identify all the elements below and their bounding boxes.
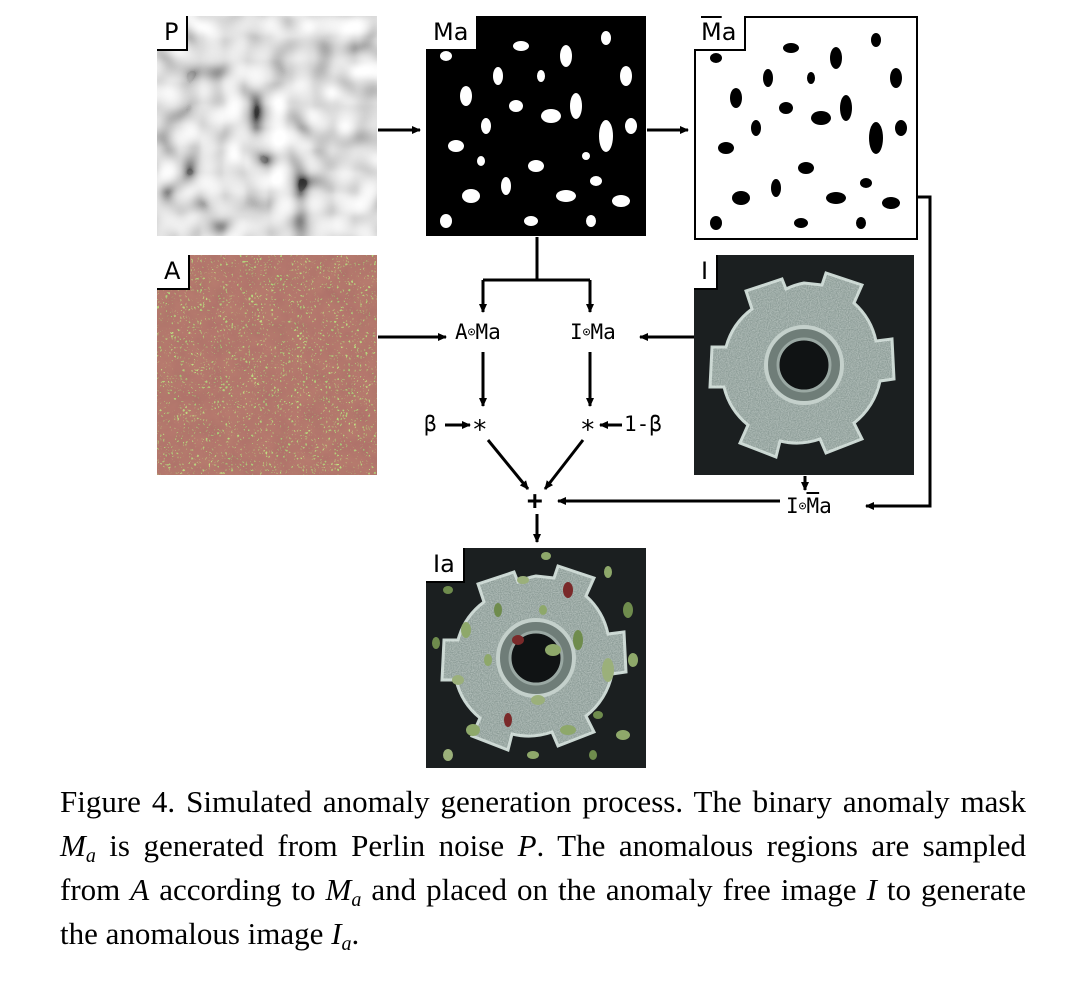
multiply-left-symbol: ∗ xyxy=(472,410,488,440)
panel-label-ma: Ma xyxy=(426,16,479,51)
multiply-right-symbol: ∗ xyxy=(580,410,596,440)
arrow-left-star-to-plus xyxy=(486,439,530,490)
beta-label: β xyxy=(424,412,437,436)
inverse-mask-blobs xyxy=(710,33,907,230)
anomaly-patches xyxy=(432,552,638,761)
flow-connectors xyxy=(378,126,932,543)
panel-label-i: I xyxy=(694,255,719,290)
arrow-right-star-to-plus xyxy=(543,439,585,490)
leaf-texture-image xyxy=(157,255,377,475)
panel-label-p: P xyxy=(157,16,189,51)
add-symbol: + xyxy=(527,486,543,516)
node-i-odot-ma-bar: I⊙Ma xyxy=(786,494,832,518)
anomalous-image xyxy=(426,548,646,768)
output-image-panel: Ia xyxy=(426,548,646,768)
node-i-odot-ma: I⊙Ma xyxy=(570,320,616,344)
perlin-noise-image xyxy=(157,16,377,236)
panel-label-a: A xyxy=(157,255,191,290)
panel-label-ma-bar: Ma xyxy=(694,16,747,51)
metal-part-image xyxy=(694,255,914,475)
inverse-mask-image xyxy=(694,16,918,240)
perlin-noise-panel: P xyxy=(157,16,377,236)
anomaly-source-panel: A xyxy=(157,255,377,475)
inverse-mask-panel: Ma xyxy=(694,16,918,240)
input-image-panel: I xyxy=(694,255,914,475)
binary-mask-image xyxy=(426,16,646,236)
one-minus-beta-label: 1-β xyxy=(624,412,662,436)
anomaly-mask-panel: Ma xyxy=(426,16,646,236)
panel-label-ia: Ia xyxy=(426,548,465,583)
arrow-mabar-to-imabar xyxy=(865,195,932,510)
mask-blobs xyxy=(440,31,637,228)
node-a-odot-ma: A⊙Ma xyxy=(455,320,501,344)
figure-caption: Figure 4. Simulated anomaly generation p… xyxy=(60,784,1026,955)
